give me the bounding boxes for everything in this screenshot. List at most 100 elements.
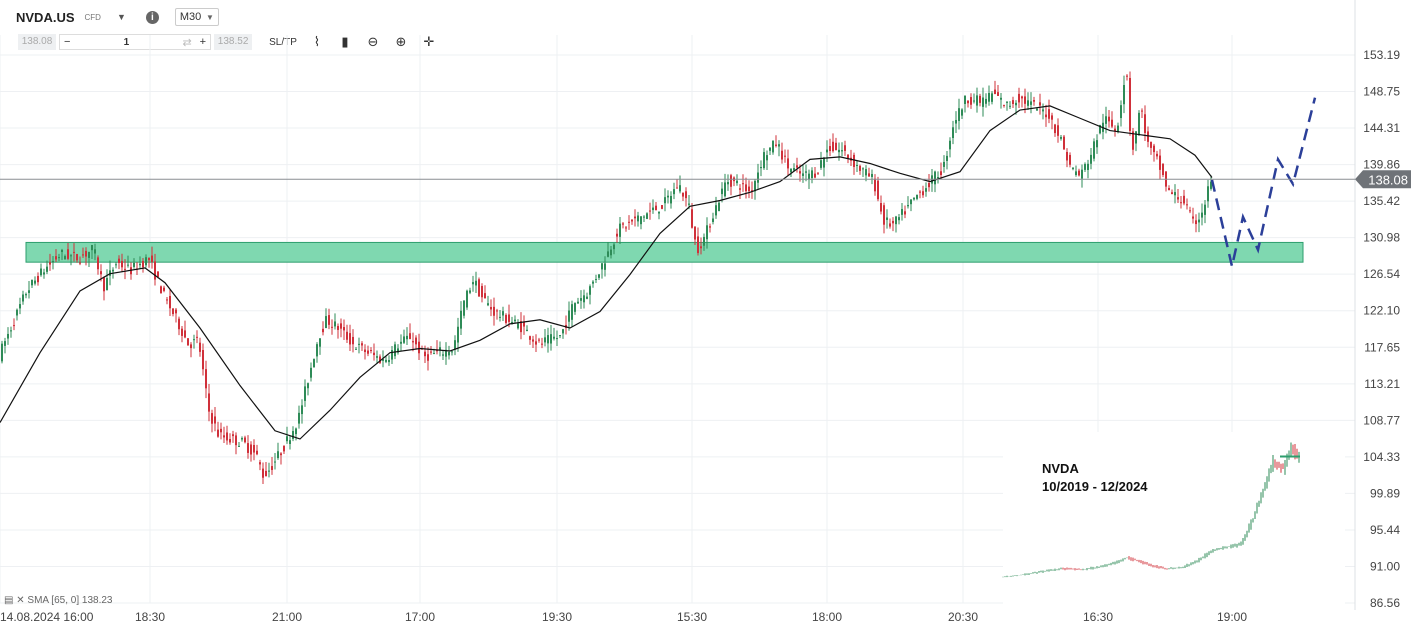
candle-body [556,338,558,340]
x-tick-label: 19:00 [1217,610,1247,624]
crosshair-icon[interactable]: ✛ [423,34,435,49]
candle-body [580,298,582,301]
candle-body [727,182,729,185]
candle-body [247,443,249,453]
candle-body [823,157,825,168]
candle-body [478,279,480,297]
candle-body [349,333,351,345]
candle-body [43,272,45,275]
candle-body [7,333,9,339]
inset-title: NVDA [1042,461,1079,476]
candle-body [922,191,924,196]
y-axis: 153.19 148.75 144.31 139.86 135.42 130.98 126.… [1363,48,1400,610]
candle-body [199,342,201,352]
symbol-dropdown-icon[interactable]: ▼ [116,12,126,22]
candle-body [955,119,957,124]
zoom-out-icon[interactable]: ⊖ [367,34,379,49]
x-tick-label: 14.08.2024 16:00 [0,610,94,624]
buy-price-button[interactable]: 138.52 [214,34,253,50]
sma-line [0,105,1213,440]
candle-body [694,226,696,240]
zoom-in-icon[interactable]: ⊕ [395,34,407,49]
close-icon[interactable]: ✕ [16,595,25,606]
candle-body [169,296,171,309]
refresh-icon[interactable]: ⇄ [182,36,192,49]
candle-body [916,194,918,199]
candle-body [697,236,699,254]
candle-body [745,184,747,192]
candle-body [763,152,765,169]
candle-body [889,223,891,227]
minus-icon[interactable]: − [64,36,71,48]
candle-body [625,227,627,229]
candle-body [49,262,51,265]
candlestick-icon[interactable]: ▮ [341,34,349,49]
sma-polyline [0,105,1213,440]
candle-body [142,261,144,268]
y-tick-label: 117.65 [1364,340,1400,354]
candle-body [334,321,336,327]
candle-body [610,249,612,256]
info-icon[interactable]: i [145,10,159,24]
candle-body [1033,100,1035,102]
candle-body [586,296,588,299]
candle-body [622,223,624,225]
candle-body [886,217,888,220]
plus-icon[interactable]: + [199,36,207,48]
candle-body [835,142,837,151]
sltp-button[interactable]: SL/TP [269,36,297,48]
candle-body [370,350,372,352]
candle-body [832,141,834,152]
candle-body [898,217,900,221]
candle-body [451,351,453,353]
candle-body [790,168,792,173]
candle-body [265,470,267,477]
candle-body [358,343,360,345]
candle-body [1,343,3,362]
candle-body [1063,136,1065,150]
candle-body [1042,109,1044,112]
candle-body [736,180,738,184]
candle-body [28,290,30,293]
candle-body [535,341,537,345]
candle-body [52,261,54,263]
x-tick-label: 20:30 [948,610,978,624]
sell-price-button[interactable]: 138.08 [18,34,56,50]
quantity-input[interactable]: 1 [123,36,130,48]
candle-body [1087,163,1089,170]
candle-body [70,255,72,257]
candle-body [523,322,525,327]
candle-body [295,428,297,435]
candle-body [1147,131,1149,142]
candle-body [685,191,687,199]
candle-body [853,154,855,167]
candle-body [703,236,705,246]
candle-body [643,216,645,218]
line-chart-icon[interactable]: ⌇ [313,34,321,49]
candle-body [106,278,108,291]
candle-body [10,330,12,332]
candle-body [256,450,258,455]
candle-body [709,226,711,228]
candle-body [148,257,150,261]
symbol-name[interactable]: NVDA.US [16,9,75,25]
candle-body [1027,100,1029,106]
quantity-stepper[interactable]: − 1 ⇄ + [59,34,212,50]
candle-body [907,204,909,207]
candle-body [664,197,666,204]
timeframe-select[interactable]: M30 ▼ [174,8,219,26]
y-tick-label: 144.31 [1363,121,1400,135]
candle-body [568,310,570,322]
candle-body [1210,181,1212,189]
indicator-icon[interactable]: ▤ [4,595,14,606]
x-axis: 14.08.2024 16:00 18:30 21:00 17:00 19:30 15:3… [0,610,1247,624]
candle-body [277,451,279,459]
candle-body [490,307,492,310]
candle-body [934,171,936,185]
timeframe-value: M30 [179,11,202,23]
candle-body [457,326,459,343]
candle-body [151,255,153,262]
candle-body [1162,164,1164,175]
candle-body [814,173,816,178]
